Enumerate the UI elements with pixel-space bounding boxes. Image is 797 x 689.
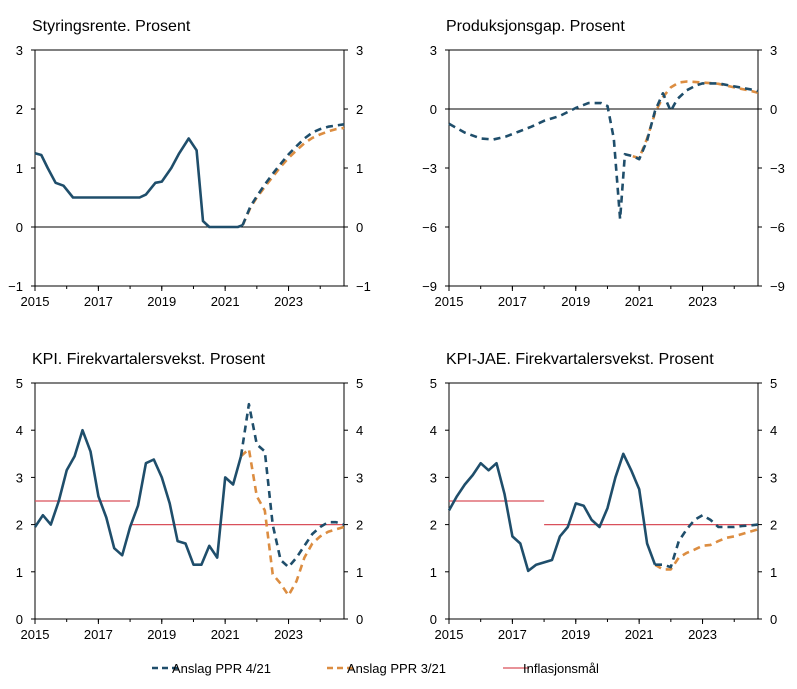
- y-tick-label: 4: [430, 423, 437, 438]
- series-line-ppr421: [448, 82, 759, 221]
- x-tick-label: 2017: [498, 627, 527, 642]
- chart-panel-3: KPI. Firekvartalersvekst. Prosent 0 0 1 1 2 2 3…: [16, 351, 363, 642]
- x-tick-label: 2017: [84, 294, 113, 309]
- y-tick-label: 1: [430, 565, 437, 580]
- x-tick-label: 2019: [561, 627, 590, 642]
- legend-label: Anslag PPR 4/21: [172, 661, 271, 676]
- y-tick-label-right: 2: [770, 518, 777, 533]
- series-line-ppr321: [632, 80, 759, 160]
- y-tick-label: −3: [422, 161, 437, 176]
- y-tick-label: 3: [430, 470, 437, 485]
- y-tick-label: 4: [16, 423, 23, 438]
- y-tick-label: 0: [430, 612, 437, 627]
- x-tick-label: 2021: [625, 627, 654, 642]
- chart-panel-1: Styringsrente. Prosent −1 −1 0 0 1 1 2 2 3 3 2015 20…: [8, 18, 371, 309]
- series-line-ppr421: [241, 123, 345, 226]
- y-tick-label: −1: [8, 279, 23, 294]
- x-tick-label: 2023: [274, 294, 303, 309]
- y-tick-label-right: 3: [356, 470, 363, 485]
- series-line-history: [33, 428, 243, 566]
- y-tick-label-right: 5: [770, 376, 777, 391]
- chart-title: KPI. Firekvartalersvekst. Prosent: [32, 351, 266, 368]
- y-tick-label: 3: [16, 470, 23, 485]
- x-tick-label: 2017: [498, 294, 527, 309]
- y-tick-label-right: 1: [770, 565, 777, 580]
- plot-frame: [448, 49, 759, 287]
- y-tick-label-right: −6: [770, 220, 785, 235]
- y-tick-label-right: 1: [356, 161, 363, 176]
- y-tick-label: −9: [422, 279, 437, 294]
- series-line-history: [447, 452, 657, 573]
- y-tick-label: 5: [16, 376, 23, 391]
- y-tick-label-right: 0: [356, 612, 363, 627]
- x-tick-label: 2015: [435, 294, 464, 309]
- x-tick-label: 2017: [84, 627, 113, 642]
- series-line-ppr421: [239, 402, 345, 569]
- y-tick-label: 3: [430, 43, 437, 58]
- y-tick-label-right: −9: [770, 279, 785, 294]
- x-tick-label: 2023: [274, 627, 303, 642]
- y-tick-label: 2: [16, 518, 23, 533]
- x-tick-label: 2019: [561, 294, 590, 309]
- chart-title: Produksjonsgap. Prosent: [446, 18, 625, 35]
- x-tick-label: 2015: [21, 294, 50, 309]
- y-tick-label-right: 0: [356, 220, 363, 235]
- y-tick-label-right: −1: [356, 279, 371, 294]
- y-tick-label-right: 2: [356, 102, 363, 117]
- y-tick-label-right: 5: [356, 376, 363, 391]
- y-tick-label: 0: [16, 612, 23, 627]
- series-line-ppr321: [240, 447, 345, 597]
- plot-frame: [34, 49, 345, 287]
- legend-label: Inflasjonsmål: [523, 661, 599, 676]
- y-tick-label: −6: [422, 220, 437, 235]
- y-tick-label-right: 0: [770, 102, 777, 117]
- x-tick-label: 2021: [211, 627, 240, 642]
- x-tick-label: 2019: [147, 294, 176, 309]
- x-tick-label: 2015: [435, 627, 464, 642]
- y-tick-label: 2: [16, 102, 23, 117]
- y-tick-label-right: 4: [356, 423, 363, 438]
- y-tick-label-right: 3: [770, 470, 777, 485]
- y-tick-label-right: 4: [770, 423, 777, 438]
- x-tick-label: 2023: [688, 294, 717, 309]
- y-tick-label-right: 0: [770, 612, 777, 627]
- chart-panel-4: KPI-JAE. Firekvartalersvekst. Prosent 0 0 1…: [430, 351, 777, 642]
- y-tick-label: 3: [16, 43, 23, 58]
- y-tick-label-right: 2: [356, 518, 363, 533]
- chart-panel-2: Produksjonsgap. Prosent −9 −9 −6 −6 −3 −3 0 0 3 3 2…: [422, 18, 785, 309]
- series-line-ppr321: [654, 528, 759, 571]
- x-tick-label: 2023: [688, 627, 717, 642]
- x-tick-label: 2021: [625, 294, 654, 309]
- y-tick-label: 1: [16, 161, 23, 176]
- chart-title: Styringsrente. Prosent: [32, 18, 191, 35]
- chart-title: KPI-JAE. Firekvartalersvekst. Prosent: [446, 351, 714, 368]
- y-tick-label: 5: [430, 376, 437, 391]
- y-tick-label-right: 3: [770, 43, 777, 58]
- y-tick-label-right: −3: [770, 161, 785, 176]
- y-tick-label: 0: [16, 220, 23, 235]
- x-tick-label: 2019: [147, 627, 176, 642]
- x-tick-label: 2015: [21, 627, 50, 642]
- y-tick-label: 2: [430, 518, 437, 533]
- series-line-history: [34, 137, 244, 229]
- y-tick-label-right: 3: [356, 43, 363, 58]
- series-line-ppr321: [241, 126, 345, 226]
- y-tick-label: 1: [16, 565, 23, 580]
- x-tick-label: 2021: [211, 294, 240, 309]
- legend-label: Anslag PPR 3/21: [347, 661, 446, 676]
- y-tick-label: 0: [430, 102, 437, 117]
- y-tick-label-right: 1: [356, 565, 363, 580]
- legend: Anslag PPR 4/21 Anslag PPR 3/21 Inflasjons…: [152, 661, 599, 676]
- series-line-ppr421: [655, 513, 759, 569]
